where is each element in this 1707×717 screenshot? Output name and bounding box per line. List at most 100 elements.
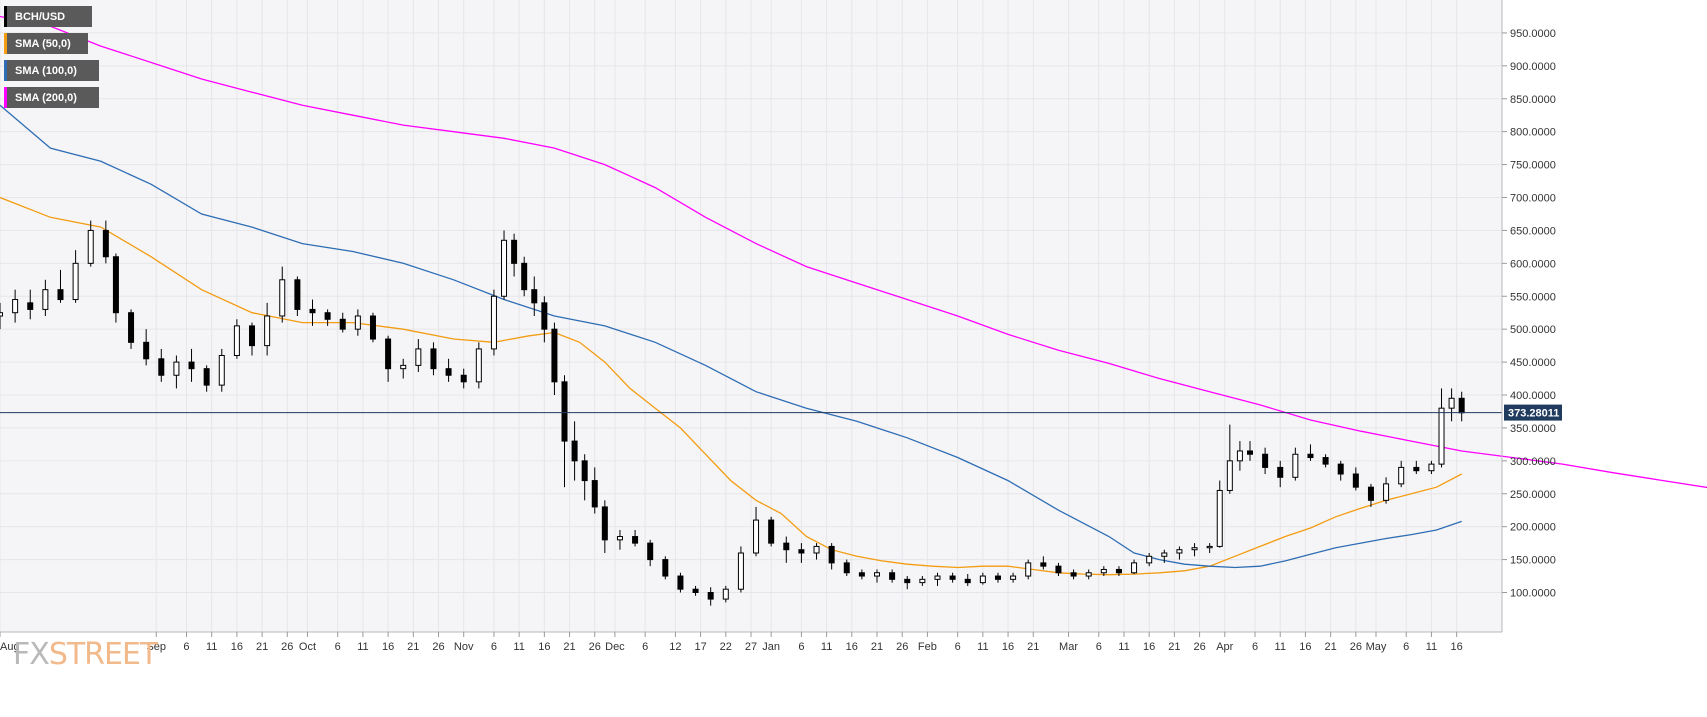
candle-body bbox=[662, 559, 669, 577]
legend-item-bch[interactable]: BCH/USD bbox=[4, 6, 92, 27]
current-price-label: 373.28011 bbox=[1508, 408, 1559, 420]
x-tick-label: 26 bbox=[281, 641, 293, 653]
x-tick-label: 26 bbox=[1193, 641, 1205, 653]
candle-body bbox=[677, 575, 684, 590]
candle-body bbox=[858, 572, 865, 577]
candle-body bbox=[57, 289, 64, 301]
x-tick-label: 11 bbox=[1275, 641, 1286, 653]
candle-body bbox=[889, 572, 896, 580]
x-tick-label: Sep bbox=[146, 641, 166, 653]
candle-body bbox=[0, 312, 3, 317]
y-tick-label: 450.0000 bbox=[1510, 357, 1556, 369]
legend-item-sma100[interactable]: SMA (100,0) bbox=[4, 60, 99, 81]
legend-item-sma200[interactable]: SMA (200,0) bbox=[4, 87, 99, 108]
candle-body bbox=[904, 578, 911, 584]
x-tick-label: May bbox=[1366, 641, 1387, 653]
x-tick-label: 22 bbox=[720, 641, 732, 653]
x-tick-label: 16 bbox=[231, 641, 243, 653]
candle-body bbox=[1226, 460, 1233, 491]
price-line-group: 373.28011 bbox=[0, 404, 1562, 421]
legend-label-bch: BCH/USD bbox=[15, 10, 66, 23]
candle-body bbox=[400, 364, 407, 370]
x-tick-label: 21 bbox=[563, 641, 575, 653]
candle-body bbox=[737, 552, 744, 590]
candle-body bbox=[783, 542, 790, 551]
x-tick-label: 16 bbox=[538, 641, 550, 653]
candle-body bbox=[1176, 549, 1183, 554]
candle-body bbox=[12, 299, 19, 314]
x-tick-label: 11 bbox=[206, 641, 217, 653]
candle-body bbox=[501, 239, 508, 297]
x-tick-label: 6 bbox=[642, 641, 648, 653]
candle-body bbox=[385, 338, 392, 370]
candle-body bbox=[218, 355, 225, 386]
y-tick-label: 200.0000 bbox=[1510, 522, 1556, 534]
candle-body bbox=[813, 545, 820, 554]
legend-swatch-sma100 bbox=[4, 60, 7, 81]
candle-body bbox=[1458, 397, 1465, 414]
x-tick-label: 16 bbox=[1143, 641, 1155, 653]
candle-body bbox=[475, 348, 482, 383]
y-tick-label: 950.0000 bbox=[1510, 28, 1556, 40]
x-tick-label: Oct bbox=[299, 641, 316, 653]
candle-body bbox=[309, 308, 316, 314]
legend-item-sma50[interactable]: SMA (50,0) bbox=[4, 33, 88, 54]
y-tick-label: 650.0000 bbox=[1510, 225, 1556, 237]
candle-body bbox=[581, 460, 588, 482]
x-tick-label: 11 bbox=[1118, 641, 1129, 653]
x-tick-label: 16 bbox=[1299, 641, 1311, 653]
candle-body bbox=[415, 348, 422, 366]
candle-body bbox=[1191, 547, 1198, 551]
y-tick-label: 150.0000 bbox=[1510, 555, 1556, 567]
candle-body bbox=[949, 575, 956, 580]
candle-body bbox=[591, 480, 598, 508]
logo-street: STREET bbox=[48, 637, 158, 672]
candle-body bbox=[1352, 473, 1359, 488]
candle-body bbox=[531, 289, 538, 304]
y-tick-label: 250.0000 bbox=[1510, 489, 1556, 501]
candle-body bbox=[112, 256, 119, 314]
x-tick-label: 6 bbox=[491, 641, 497, 653]
candle-body bbox=[87, 229, 94, 264]
current-price-badge bbox=[1504, 404, 1562, 421]
y-tick-label: 100.0000 bbox=[1510, 588, 1556, 600]
candle-body bbox=[294, 279, 301, 310]
candle-body bbox=[541, 302, 548, 330]
candle-body bbox=[1428, 463, 1435, 472]
y-tick-label: 300.0000 bbox=[1510, 456, 1556, 468]
candle-body bbox=[1025, 562, 1032, 577]
x-tick-label: 21 bbox=[1027, 641, 1039, 653]
legend-swatch-sma50 bbox=[4, 33, 7, 54]
x-tick-label: 26 bbox=[1350, 641, 1362, 653]
candle-body bbox=[143, 341, 150, 360]
candle-body bbox=[1383, 483, 1390, 501]
candle-body bbox=[1206, 545, 1213, 549]
y-axis: 100.0000 150.0000 200.0000 250.0000 300.0000… bbox=[1501, 0, 1556, 632]
x-tick-label: Apr bbox=[1216, 641, 1233, 653]
candle-body bbox=[1131, 562, 1138, 574]
candle-body bbox=[1085, 572, 1092, 577]
candle-body bbox=[1398, 466, 1405, 485]
candle-body bbox=[1236, 450, 1243, 462]
candle-body bbox=[460, 374, 467, 383]
x-tick-label: 11 bbox=[513, 641, 524, 653]
legend-label-sma50: SMA (50,0) bbox=[15, 37, 71, 50]
candle-body bbox=[1246, 450, 1253, 455]
sma-line bbox=[0, 15, 1707, 489]
candle-body bbox=[1146, 555, 1153, 564]
fxstreet-logo: FXSTREET bbox=[13, 637, 158, 672]
candle-body bbox=[1277, 466, 1284, 478]
candle-body bbox=[233, 325, 240, 356]
logo-fx: FX bbox=[13, 637, 50, 672]
x-tick-label: 21 bbox=[871, 641, 883, 653]
candle-body bbox=[354, 315, 361, 330]
candle-body bbox=[264, 315, 271, 347]
candle-body bbox=[102, 229, 109, 258]
candle-body bbox=[1307, 453, 1314, 459]
candle-body bbox=[1040, 562, 1047, 567]
sma-line bbox=[0, 196, 1463, 576]
candle-body bbox=[279, 279, 286, 317]
x-tick-label: 26 bbox=[589, 641, 601, 653]
y-tick-label: 600.0000 bbox=[1510, 258, 1556, 270]
